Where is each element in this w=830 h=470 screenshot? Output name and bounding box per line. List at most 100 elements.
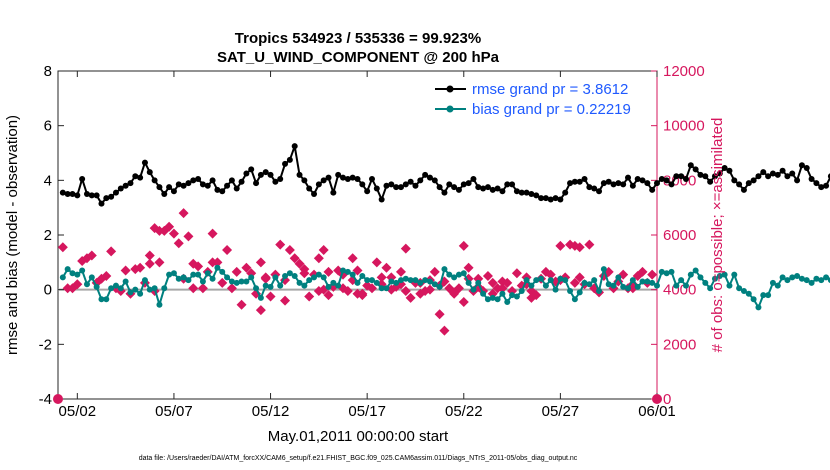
bias-point — [571, 296, 578, 303]
bias-point — [219, 268, 226, 275]
rmse-point — [562, 189, 569, 196]
rmse-point — [625, 174, 632, 181]
rmse-point — [127, 180, 134, 187]
bias-point — [682, 282, 689, 289]
obs-assimilated-marker — [86, 250, 97, 261]
obs-assimilated-marker — [275, 239, 286, 250]
obs-assimilated-marker — [584, 239, 595, 250]
obs-possible-marker — [652, 394, 662, 404]
obs-assimilated-marker — [313, 253, 324, 264]
rmse-point — [151, 177, 158, 184]
bias-point — [79, 267, 86, 274]
bias-point — [262, 282, 269, 289]
bias-point — [779, 274, 786, 281]
obs-assimilated-marker — [168, 228, 179, 239]
obs-assimilated-marker — [574, 272, 585, 283]
bias-point — [388, 278, 395, 285]
rmse-point — [668, 181, 675, 188]
rmse-point — [83, 191, 90, 197]
bias-point — [291, 273, 298, 279]
rmse-point — [301, 177, 308, 184]
bias-point — [422, 277, 429, 284]
bias-point — [654, 282, 660, 289]
bias-point — [731, 271, 738, 278]
obs-assimilated-marker — [395, 266, 406, 277]
rmse-point — [654, 180, 660, 187]
rmse-point — [412, 182, 419, 189]
rmse-point — [663, 177, 670, 184]
bias-point — [470, 286, 477, 293]
bias-point — [141, 277, 148, 284]
rmse-point — [547, 196, 554, 203]
rmse-point — [673, 173, 680, 180]
rmse-point — [422, 171, 429, 178]
bias-point — [368, 277, 375, 284]
bias-point — [253, 285, 260, 292]
obs-assimilated-marker — [463, 262, 474, 273]
footnote: data file: /Users/raeder/DAI/ATM_forcXX/… — [139, 455, 578, 462]
obs-assimilated-marker — [323, 266, 334, 277]
bias-point — [707, 285, 714, 292]
obs-assimilated-marker — [357, 290, 368, 301]
obs-assimilated-marker — [144, 250, 155, 261]
obs-assimilated-marker — [280, 295, 291, 306]
bias-point — [257, 294, 264, 301]
rmse-point — [557, 196, 564, 203]
rmse-point — [716, 170, 723, 177]
bias-point — [789, 274, 796, 281]
bias-point — [697, 274, 704, 281]
bias-point — [513, 293, 520, 300]
rmse-point — [272, 178, 279, 185]
bias-point — [726, 282, 733, 289]
rmse-point — [644, 180, 651, 187]
obs-assimilated-marker — [637, 266, 648, 277]
rmse-point — [615, 180, 622, 187]
rmse-point — [499, 188, 506, 195]
bias-point — [576, 289, 583, 296]
bias-point — [286, 270, 293, 277]
bias-point — [277, 282, 284, 289]
bias-point — [59, 274, 66, 281]
obs-assimilated-marker — [482, 271, 493, 281]
rmse-point — [79, 175, 86, 182]
bias-point — [344, 268, 351, 275]
bias-point — [794, 273, 801, 279]
bias-point — [238, 278, 245, 285]
bias-point — [475, 279, 482, 286]
bias-point — [330, 279, 337, 286]
rmse-point — [378, 196, 385, 203]
obs-assimilated-marker — [217, 277, 228, 288]
bias-point — [412, 277, 419, 284]
rmse-point — [330, 189, 337, 196]
bias-point — [745, 290, 752, 297]
bias-point — [774, 282, 781, 289]
bias-point — [658, 268, 665, 275]
bias-point — [639, 278, 646, 285]
rmse-point — [504, 181, 511, 188]
obs-assimilated-marker — [173, 238, 184, 249]
bias-point — [156, 301, 163, 308]
bias-point — [644, 278, 651, 285]
rmse-point — [267, 171, 274, 178]
rmse-point — [480, 185, 487, 192]
y-axis-label-left: rmse and bias (model - observation) — [4, 115, 21, 355]
obs-assimilated-marker — [236, 299, 247, 310]
rmse-point — [542, 195, 549, 202]
obs-assimilated-marker — [400, 286, 411, 297]
rmse-point — [692, 166, 699, 173]
bias-point — [393, 279, 400, 286]
bias-point — [818, 277, 825, 284]
bias-point — [214, 264, 221, 271]
legend-bias-label: bias grand pr = 0.22219 — [472, 101, 631, 118]
obs-assimilated-marker — [284, 245, 295, 256]
bias-point — [823, 274, 830, 281]
rmse-point — [489, 186, 496, 193]
bias-point — [455, 271, 462, 278]
rmse-point — [286, 156, 293, 163]
rmse-point — [581, 175, 588, 182]
rmse-point — [552, 195, 559, 202]
rmse-point — [446, 181, 453, 188]
bias-point — [103, 296, 110, 303]
x-tick-label: 05/12 — [252, 403, 290, 420]
bias-point — [808, 279, 815, 286]
